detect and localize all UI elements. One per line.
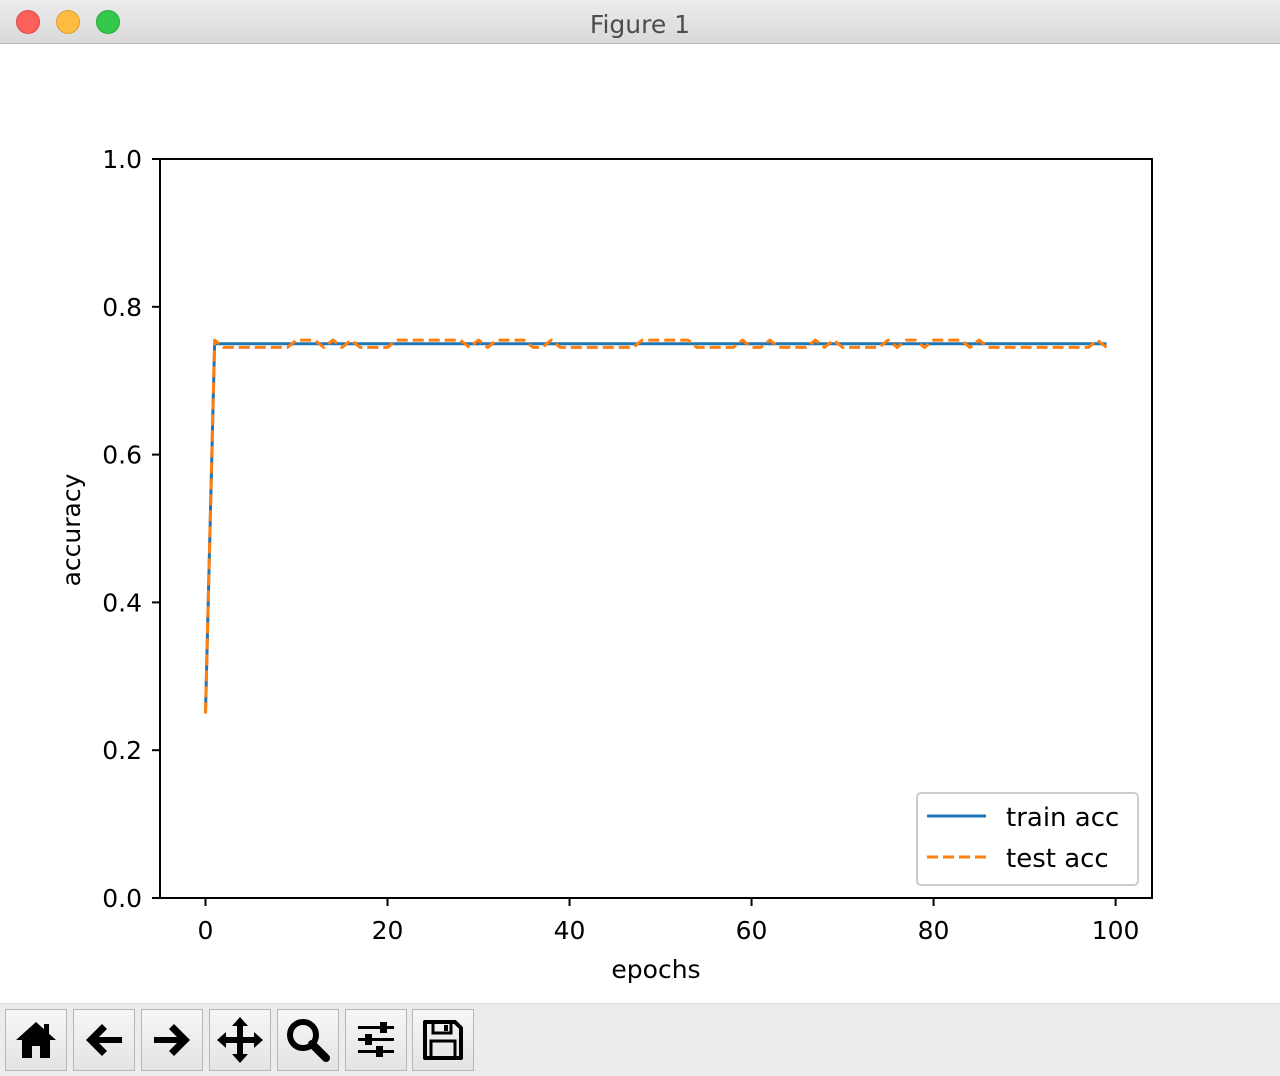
x-tick-label: 0 — [198, 916, 214, 945]
zoom-button[interactable] — [277, 1009, 339, 1071]
pan-button[interactable] — [209, 1009, 271, 1071]
back-arrow-icon — [86, 1024, 122, 1056]
axes-frame — [159, 158, 1153, 899]
y-tick-label: 0.4 — [102, 588, 142, 617]
y-tick-label: 0.0 — [102, 884, 142, 913]
series-line-test-acc — [204, 338, 1108, 714]
configure-subplots-button[interactable] — [345, 1009, 407, 1071]
window-title: Figure 1 — [589, 10, 691, 39]
configure-subplots-icon — [358, 1022, 394, 1057]
maximize-window-button[interactable] — [96, 10, 120, 34]
home-button[interactable] — [5, 1009, 67, 1071]
save-button[interactable] — [412, 1009, 474, 1071]
save-icon — [423, 1020, 463, 1060]
legend: train acc test acc — [916, 792, 1139, 886]
y-tick-label: 0.8 — [102, 293, 142, 322]
y-tick-label: 1.0 — [102, 145, 142, 174]
forward-arrow-icon — [154, 1024, 190, 1056]
x-tick-label: 20 — [372, 916, 404, 945]
figure-canvas[interactable]: 0 20 40 60 80 100 0.0 0.2 0.4 0.6 0.8 1.0 epochs a… — [0, 44, 1280, 1003]
series-line-train-acc — [204, 342, 1107, 714]
home-icon — [16, 1022, 56, 1058]
forward-button[interactable] — [141, 1009, 203, 1071]
x-tick-label: 60 — [736, 916, 768, 945]
x-tick-label: 40 — [554, 916, 586, 945]
zoom-icon — [287, 1019, 330, 1062]
y-tick-label: 0.2 — [102, 736, 142, 765]
x-axis-label: epochs — [611, 955, 700, 984]
minimize-window-button[interactable] — [56, 10, 80, 34]
plot-lines — [204, 338, 1108, 714]
y-axis-label: accuracy — [57, 473, 86, 586]
x-tick-label: 80 — [918, 916, 950, 945]
line-chart: 0 20 40 60 80 100 0.0 0.2 0.4 0.6 0.8 1.0 epochs a… — [57, 145, 1153, 984]
legend-label-test-acc: test acc — [1006, 844, 1109, 874]
y-axis-ticks: 0.0 0.2 0.4 0.6 0.8 1.0 — [102, 145, 160, 913]
navigation-toolbar — [0, 1003, 1280, 1076]
pan-icon — [217, 1017, 263, 1063]
back-button[interactable] — [73, 1009, 135, 1071]
legend-label-train-acc: train acc — [1006, 803, 1119, 833]
close-window-button[interactable] — [16, 10, 40, 34]
x-axis-ticks: 0 20 40 60 80 100 — [198, 898, 1140, 945]
window-titlebar: Figure 1 — [0, 0, 1280, 44]
y-tick-label: 0.6 — [102, 441, 142, 470]
x-tick-label: 100 — [1092, 916, 1140, 945]
